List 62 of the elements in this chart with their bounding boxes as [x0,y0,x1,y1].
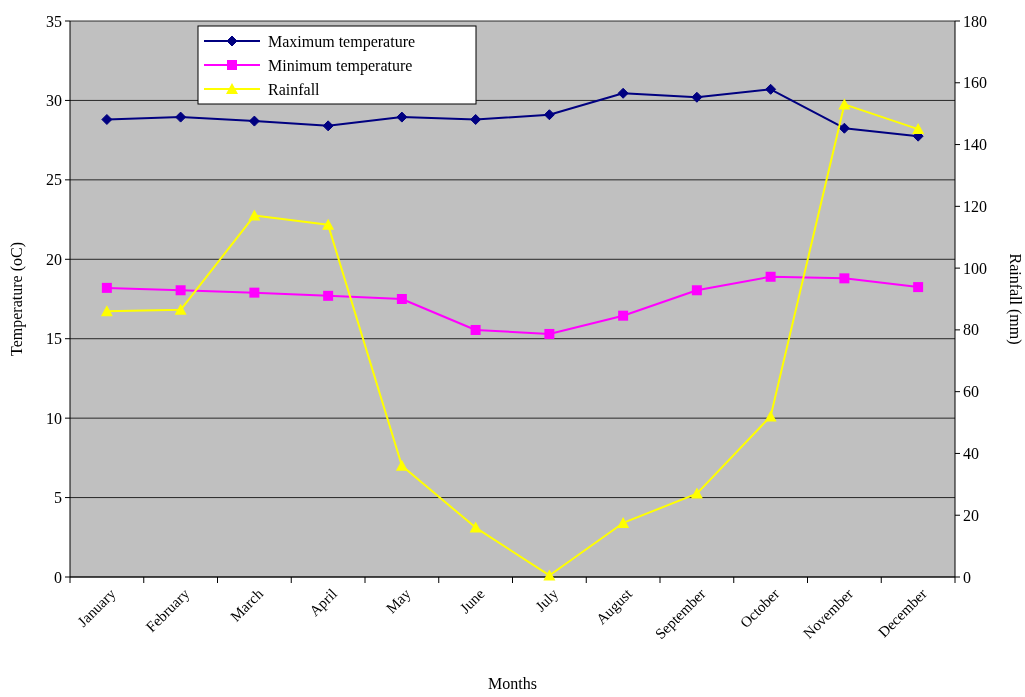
point [912,123,925,135]
legend-label: Rainfall [268,80,321,98]
point [617,87,629,99]
y2-tick-label: 100 [963,259,987,277]
y2-tick-label: 80 [963,321,979,339]
point [764,410,777,422]
y-tick-label: 15 [46,330,62,348]
y-tick-label: 25 [46,171,62,189]
point [175,285,186,296]
point [543,109,555,121]
point [249,287,260,298]
point [248,115,260,127]
point [323,290,334,301]
point [396,111,408,123]
point [470,113,482,125]
y2-tick-label: 40 [963,445,979,463]
y-tick-label: 30 [46,92,62,110]
y2-tick-label: 20 [963,506,979,524]
point [101,282,112,293]
point [838,122,850,134]
y-tick-label: 10 [46,409,62,427]
x-axis-title: Months [488,675,537,692]
y2-tick-label: 180 [963,12,987,30]
point [544,328,555,339]
y2-tick-label: 60 [963,383,979,401]
y2-tick-label: 0 [963,568,971,586]
y2-tick-label: 120 [963,197,987,215]
point [765,271,776,282]
x-tick-label: June [456,585,488,617]
point [322,120,334,132]
point [617,516,630,528]
point [100,305,113,317]
point [470,324,481,335]
point [839,273,850,284]
y-axis-title: Temperature (oC) [8,242,26,356]
point [618,310,629,321]
point [469,521,482,533]
y-tick-label: 35 [46,12,62,30]
x-tick-label: May [382,585,415,617]
y-tick-label: 5 [54,489,62,507]
point [543,569,556,581]
point [322,218,335,230]
point [395,459,408,471]
point [690,487,703,499]
point [175,111,187,123]
legend-label: Minimum temperature [268,56,413,75]
x-tick-label: July [532,585,562,615]
point [765,83,777,95]
y2-tick-label: 140 [963,136,987,154]
y-tick-label: 0 [54,568,62,586]
point [691,91,703,103]
y-tick-label: 20 [46,250,62,268]
y2-axis-title: Rainfall (mm) [1006,253,1024,345]
point [396,294,407,304]
point [838,98,851,110]
y2-tick-label: 160 [963,74,987,92]
point [174,303,187,315]
point [248,209,261,221]
legend-label: Maximum temperature [268,32,416,51]
point [101,113,113,125]
point [691,285,702,296]
point [913,282,924,293]
